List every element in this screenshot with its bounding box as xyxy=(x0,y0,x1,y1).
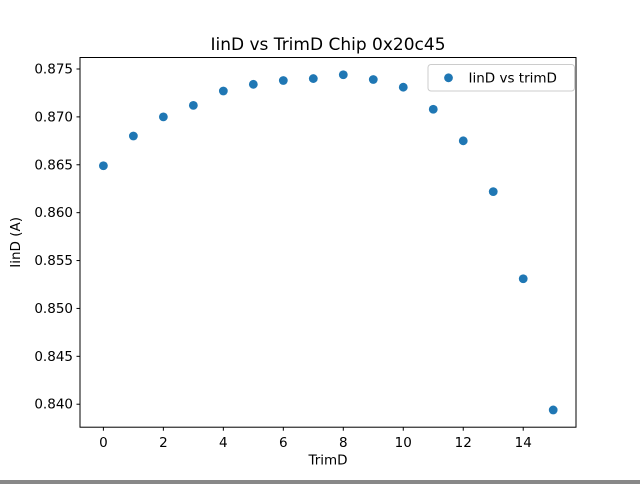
y-tick-label: 0.850 xyxy=(34,301,73,317)
x-tick-label: 14 xyxy=(515,435,532,451)
y-tick-label: 0.860 xyxy=(34,205,73,221)
x-axis-label: TrimD xyxy=(307,453,347,469)
data-point xyxy=(458,136,468,146)
legend-marker-circle-icon xyxy=(444,73,453,83)
legend-box: IinD vs trimD xyxy=(427,64,575,92)
data-point xyxy=(548,405,558,415)
x-tick-label: 2 xyxy=(159,435,168,451)
y-tick-label: 0.845 xyxy=(34,349,73,365)
data-point xyxy=(368,75,378,84)
y-tick-label: 0.855 xyxy=(34,253,73,269)
data-point xyxy=(98,161,108,171)
data-point xyxy=(428,104,438,114)
x-tick-label: 6 xyxy=(279,435,288,451)
scatter-series xyxy=(98,70,558,415)
y-tick-label: 0.865 xyxy=(34,157,73,173)
data-point xyxy=(128,131,138,141)
data-point xyxy=(218,86,228,96)
x-tick-label: 8 xyxy=(339,435,348,451)
data-point xyxy=(488,187,498,196)
data-point xyxy=(518,274,528,284)
y-tick-label: 0.840 xyxy=(34,397,73,413)
chart-title: IinD vs TrimD Chip 0x20c45 xyxy=(210,35,445,55)
data-point xyxy=(248,79,258,89)
legend-label: IinD vs trimD xyxy=(469,71,557,87)
data-point xyxy=(338,70,348,80)
y-tick-label: 0.875 xyxy=(34,61,73,77)
data-point xyxy=(278,76,288,85)
x-axis-ticks: 0 2 4 6 8 10 12 14 xyxy=(99,427,532,451)
x-tick-label: 12 xyxy=(455,435,472,451)
axes-spines xyxy=(79,57,577,428)
data-point xyxy=(188,100,198,110)
y-axis-ticks: 0.875 0.870 0.865 0.860 0.855 0.850 0.845 0.840 xyxy=(34,61,80,413)
data-point xyxy=(308,74,318,83)
data-point xyxy=(158,112,168,122)
y-axis-label: IinD (A) xyxy=(8,217,24,268)
y-tick-label: 0.870 xyxy=(34,109,73,125)
legend-frame xyxy=(427,64,575,92)
x-tick-label: 4 xyxy=(219,435,228,451)
x-tick-label: 0 xyxy=(99,435,108,451)
x-tick-label: 10 xyxy=(395,435,412,451)
data-point xyxy=(398,82,408,92)
